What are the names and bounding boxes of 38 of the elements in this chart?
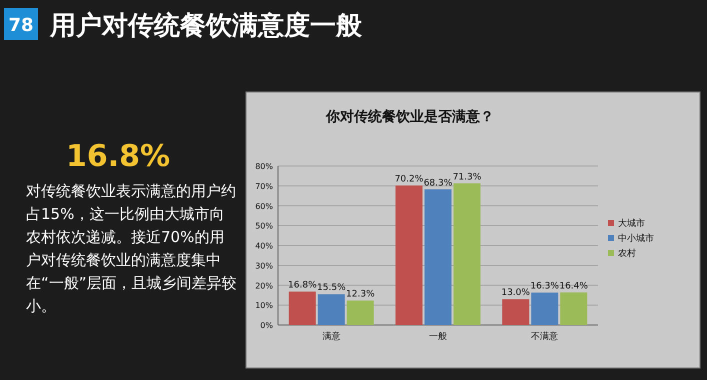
y-tick-label: 30% xyxy=(255,261,274,270)
x-tick-label: 一般 xyxy=(429,331,447,342)
y-tick-label: 40% xyxy=(255,242,274,250)
y-tick-label: 0% xyxy=(260,321,274,330)
chart-title: 用户对传统餐饮满意度一般 xyxy=(49,11,363,41)
y-tick-label: 80% xyxy=(255,162,274,171)
bar xyxy=(454,183,480,325)
y-tick-label: 50% xyxy=(255,222,274,231)
y-tick-label: 60% xyxy=(255,202,274,211)
bar xyxy=(318,294,345,325)
legend-label: 中小城市 xyxy=(618,233,654,244)
data-label: 13.0% xyxy=(501,288,530,298)
bar xyxy=(346,300,374,325)
data-label: 70.2% xyxy=(394,174,424,184)
text: 对传统餐饮业表示满意的用户约占15%，这一比例由大城市向农村依次递减。接近70%的用户对传统餐饮业的满意度集中在“一般”层面，且城乡间差异较小。 xyxy=(26,181,238,317)
y-tick-label: 70% xyxy=(255,182,274,191)
bar xyxy=(560,292,588,325)
bar xyxy=(502,299,530,325)
data-label: 12.3% xyxy=(346,290,376,300)
data-label: 68.3% xyxy=(424,178,453,188)
y-tick-label: 20% xyxy=(255,281,274,290)
x-tick-label: 满意 xyxy=(322,331,340,342)
x-tick-label: 不满意 xyxy=(531,331,558,342)
bar xyxy=(531,292,558,325)
data-label: 71.3% xyxy=(452,172,482,182)
data-label: 16.3% xyxy=(530,282,560,292)
bar xyxy=(288,292,316,325)
data-label: 16.4% xyxy=(559,281,588,292)
data-label: 15.5% xyxy=(317,283,346,294)
legend-label: 大城市 xyxy=(618,218,645,229)
data-label: 16.8% xyxy=(288,280,318,291)
legend-label: 农村 xyxy=(618,248,636,259)
text: 78 xyxy=(8,15,34,36)
text: 16.8% xyxy=(66,139,170,174)
bar xyxy=(396,185,422,325)
y-tick-label: 10% xyxy=(255,301,274,310)
bar xyxy=(424,189,452,325)
chart-subtitle: 你对传统餐饮业是否满意？ xyxy=(325,108,494,125)
